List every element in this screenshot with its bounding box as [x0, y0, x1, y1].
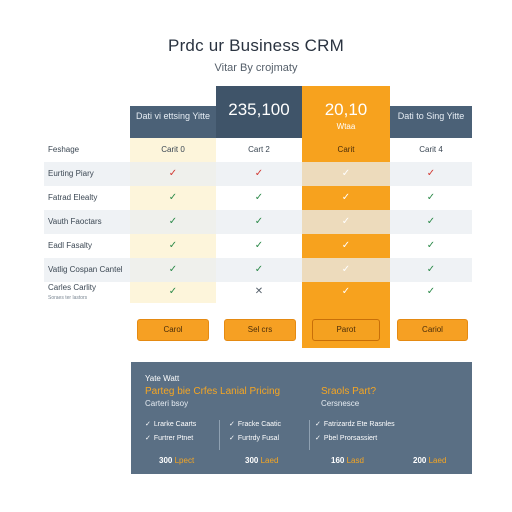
- plan-1-select-button[interactable]: Carol: [137, 319, 209, 341]
- check-icon: ✓: [254, 216, 264, 227]
- plan-label: Carit 0: [161, 145, 185, 154]
- plan-3-select-button[interactable]: Parot: [312, 319, 380, 341]
- check-icon: ✓: [426, 286, 436, 297]
- check-icon: ✓: [168, 168, 178, 179]
- price-number: 300: [245, 456, 259, 465]
- feature-item: ✓ Fracke Caatic: [229, 420, 281, 428]
- check-icon: ✓: [426, 264, 436, 275]
- check-icon: ✓: [168, 216, 178, 227]
- row-label: Vauth Faoctars: [48, 217, 102, 226]
- cross-icon: ✕: [254, 286, 264, 297]
- row-label: Carles Carlity Soraes ter lastors: [48, 280, 96, 304]
- feature-text: Furtrer Ptnet: [153, 435, 194, 442]
- price-unit: Lpect: [174, 456, 195, 465]
- check-icon: ✓: [341, 240, 351, 251]
- feature-item: ✓ Lrarke Caarts: [145, 420, 196, 428]
- feature-row: Fatrad Elealty ✓ ✓ ✓ ✓: [44, 186, 472, 210]
- feature-text: Furtrdy Fusal: [237, 435, 280, 442]
- check-icon: ✓: [341, 286, 351, 297]
- check-icon: ✓: [168, 264, 178, 275]
- check-icon: ✓: [315, 435, 321, 442]
- panel-right-title: Sraols Part?: [321, 386, 377, 397]
- plan-4-header: Dati to Sing Yitte: [390, 106, 472, 138]
- row-label: Fatrad Elealty: [48, 193, 98, 202]
- check-icon: ✓: [341, 168, 351, 179]
- panel-divider: [219, 420, 220, 450]
- plan-3-price: 20,10: [324, 100, 368, 119]
- panel-title: Parteg bie Crfes Lanial Pricing: [145, 386, 281, 397]
- feature-text: Fatrizardz Ete Rasnles: [323, 421, 395, 428]
- check-icon: ✓: [426, 192, 436, 203]
- price-label: 200 Laed: [413, 456, 446, 465]
- price-label: 300 Laed: [245, 456, 278, 465]
- page-subtitle: Vitar By crojmaty: [214, 62, 298, 74]
- check-icon: ✓: [426, 240, 436, 251]
- feature-row-package: Feshage Carit 0 Cart 2 Carit Carit 4: [44, 138, 472, 162]
- price-unit: Lasd: [346, 456, 364, 465]
- price-label: 160 Lasd: [331, 456, 364, 465]
- plan-2-select-button[interactable]: Sel crs: [224, 319, 296, 341]
- feature-row: Eadl Fasalty ✓ ✓ ✓ ✓: [44, 234, 472, 258]
- row-label: Feshage: [48, 145, 80, 154]
- feature-item: ✓ Pbel Prorsassiert: [315, 434, 377, 442]
- check-icon: ✓: [168, 192, 178, 203]
- price-number: 300: [159, 456, 173, 465]
- feature-text: Pbel Prorsassiert: [323, 435, 378, 442]
- price-unit: Laed: [428, 456, 447, 465]
- row-label: Eadl Fasalty: [48, 241, 93, 250]
- check-icon: ✓: [168, 240, 178, 251]
- plan-label: Carit: [337, 145, 355, 154]
- price-number: 200: [413, 456, 427, 465]
- feature-text: Fracke Caatic: [237, 421, 282, 428]
- panel-right-subtitle: Cersnesce: [321, 399, 360, 408]
- plan-4-name: Dati to Sing Yitte: [397, 111, 465, 121]
- check-icon: ✓: [254, 192, 264, 203]
- check-icon: ✓: [254, 168, 264, 179]
- plan-4-select-button[interactable]: Cariol: [397, 319, 468, 341]
- feature-row: Carles Carlity Soraes ter lastors ✓ ✕ ✓ …: [44, 280, 472, 304]
- plan-2-price: 235,100: [228, 100, 290, 119]
- feature-item: ✓ Fatrizardz Ete Rasnles: [315, 420, 395, 428]
- check-icon: ✓: [168, 286, 178, 297]
- feature-row: Eurting Piary ✓ ✓ ✓ ✓: [44, 162, 472, 186]
- plan-3-header: 20,10 Wtaa: [302, 86, 390, 138]
- row-label-note: Soraes ter lastors: [48, 295, 88, 301]
- plan-2-header: 235,100: [216, 86, 302, 138]
- feature-row: Vatlig Cospan Cantel ✓ ✓ ✓ ✓: [44, 258, 472, 282]
- check-icon: ✓: [229, 421, 235, 428]
- panel-heading: Yate Watt: [145, 374, 180, 383]
- page-title: Prdc ur Business CRM: [168, 36, 344, 55]
- check-icon: ✓: [145, 435, 151, 442]
- check-icon: ✓: [426, 168, 436, 179]
- feature-item: ✓ Furtrdy Fusal: [229, 434, 279, 442]
- check-icon: ✓: [341, 264, 351, 275]
- plan-label: Carit 4: [419, 145, 443, 154]
- check-icon: ✓: [341, 192, 351, 203]
- feature-item: ✓ Furtrer Ptnet: [145, 434, 193, 442]
- row-label: Eurting Piary: [48, 169, 94, 178]
- panel-subtitle: Carteri bsoy: [145, 399, 189, 408]
- panel-divider: [309, 420, 310, 450]
- price-label: 300 Lpect: [159, 456, 194, 465]
- plan-1-name: Dati vi ettsing Yitte: [135, 111, 211, 121]
- pricing-summary-panel: Yate Watt Parteg bie Crfes Lanial Pricin…: [131, 362, 472, 474]
- check-icon: ✓: [341, 216, 351, 227]
- price-number: 160: [331, 456, 345, 465]
- plan-1-header: Dati vi ettsing Yitte: [130, 106, 216, 138]
- feature-row: Vauth Faoctars ✓ ✓ ✓ ✓: [44, 210, 472, 234]
- plan-label: Cart 2: [248, 145, 270, 154]
- check-icon: ✓: [145, 421, 151, 428]
- check-icon: ✓: [315, 421, 321, 428]
- plan-3-sub: Wtaa: [336, 122, 356, 131]
- check-icon: ✓: [426, 216, 436, 227]
- check-icon: ✓: [254, 240, 264, 251]
- check-icon: ✓: [254, 264, 264, 275]
- check-icon: ✓: [229, 435, 235, 442]
- feature-text: Lrarke Caarts: [153, 421, 197, 428]
- price-unit: Laed: [260, 456, 279, 465]
- row-label-text: Carles Carlity: [48, 283, 97, 292]
- row-label: Vatlig Cospan Cantel: [48, 265, 123, 274]
